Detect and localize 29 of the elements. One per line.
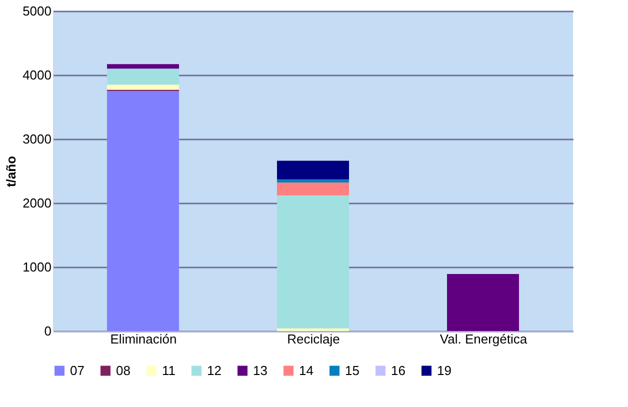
y-tick-label: 2000 — [22, 196, 52, 210]
bar — [277, 195, 349, 328]
x-tick-label: Val. Energética — [440, 332, 528, 346]
bar — [277, 328, 349, 331]
bar — [277, 160, 349, 180]
legend-label: 13 — [253, 362, 268, 378]
legend-label: 15 — [345, 362, 360, 378]
bar — [447, 274, 519, 331]
legend-label: 12 — [207, 362, 222, 378]
legend-label: 19 — [437, 362, 452, 378]
y-tick-label: 3000 — [22, 132, 52, 146]
bar — [107, 68, 179, 85]
bar — [107, 64, 179, 69]
legend-label: 11 — [162, 362, 176, 378]
legend-label: 16 — [391, 362, 406, 378]
y-tick-label: 4000 — [22, 68, 52, 82]
x-tick-label: Eliminación — [110, 332, 177, 346]
y-tick-label: 1000 — [22, 260, 52, 274]
bar — [107, 84, 179, 90]
legend-label: 08 — [116, 362, 130, 378]
legend-label: 14 — [299, 362, 314, 378]
x-tick-label: Reciclaje — [287, 332, 340, 346]
bar — [277, 179, 349, 183]
bar — [277, 182, 349, 196]
y-axis-title: t/año — [4, 156, 19, 188]
legend-label: 07 — [70, 362, 84, 378]
y-tick-label: 0 — [44, 324, 52, 338]
y-tick-label: 5000 — [22, 4, 52, 18]
bar — [107, 91, 179, 331]
